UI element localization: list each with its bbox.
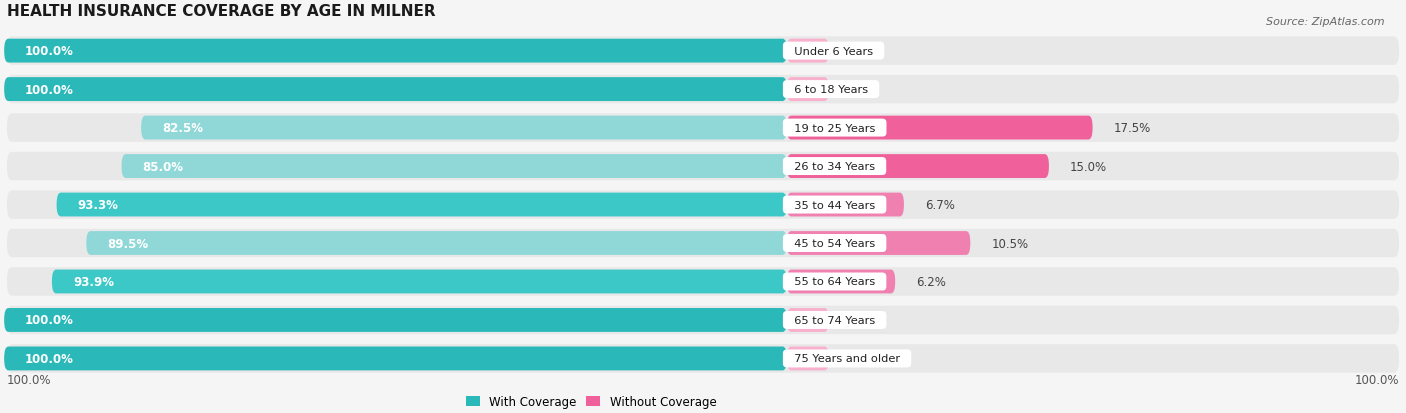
FancyBboxPatch shape	[787, 155, 1049, 178]
Legend: With Coverage, Without Coverage: With Coverage, Without Coverage	[461, 391, 721, 413]
Text: 89.5%: 89.5%	[107, 237, 149, 250]
FancyBboxPatch shape	[787, 116, 1092, 140]
FancyBboxPatch shape	[7, 76, 1399, 104]
Text: Source: ZipAtlas.com: Source: ZipAtlas.com	[1267, 17, 1385, 26]
Text: 19 to 25 Years: 19 to 25 Years	[787, 123, 883, 133]
Text: 93.9%: 93.9%	[73, 275, 114, 288]
FancyBboxPatch shape	[787, 232, 970, 255]
Text: 6.2%: 6.2%	[917, 275, 946, 288]
Text: 100.0%: 100.0%	[25, 83, 75, 96]
Text: 0.0%: 0.0%	[849, 314, 879, 327]
Text: 85.0%: 85.0%	[142, 160, 184, 173]
FancyBboxPatch shape	[86, 232, 787, 255]
Text: 55 to 64 Years: 55 to 64 Years	[787, 277, 883, 287]
Text: Under 6 Years: Under 6 Years	[787, 47, 880, 57]
Text: 100.0%: 100.0%	[25, 352, 75, 365]
FancyBboxPatch shape	[4, 40, 787, 63]
Text: 100.0%: 100.0%	[25, 45, 75, 58]
Text: 100.0%: 100.0%	[25, 314, 75, 327]
FancyBboxPatch shape	[787, 78, 828, 102]
FancyBboxPatch shape	[7, 37, 1399, 66]
FancyBboxPatch shape	[52, 270, 787, 294]
Text: 0.0%: 0.0%	[849, 352, 879, 365]
Text: 35 to 44 Years: 35 to 44 Years	[787, 200, 883, 210]
Text: 10.5%: 10.5%	[991, 237, 1028, 250]
FancyBboxPatch shape	[787, 347, 828, 370]
FancyBboxPatch shape	[4, 78, 787, 102]
Text: 100.0%: 100.0%	[1354, 373, 1399, 386]
FancyBboxPatch shape	[7, 114, 1399, 142]
FancyBboxPatch shape	[787, 193, 904, 217]
Text: 75 Years and older: 75 Years and older	[787, 354, 907, 363]
Text: 93.3%: 93.3%	[77, 199, 118, 211]
Text: 82.5%: 82.5%	[162, 122, 202, 135]
FancyBboxPatch shape	[787, 40, 828, 63]
FancyBboxPatch shape	[7, 268, 1399, 296]
FancyBboxPatch shape	[56, 193, 787, 217]
FancyBboxPatch shape	[141, 116, 787, 140]
Text: 65 to 74 Years: 65 to 74 Years	[787, 315, 883, 325]
Text: 0.0%: 0.0%	[849, 83, 879, 96]
Text: HEALTH INSURANCE COVERAGE BY AGE IN MILNER: HEALTH INSURANCE COVERAGE BY AGE IN MILN…	[7, 4, 436, 19]
FancyBboxPatch shape	[4, 308, 787, 332]
Text: 6 to 18 Years: 6 to 18 Years	[787, 85, 875, 95]
FancyBboxPatch shape	[7, 191, 1399, 219]
FancyBboxPatch shape	[4, 347, 787, 370]
FancyBboxPatch shape	[7, 229, 1399, 258]
Text: 0.0%: 0.0%	[849, 45, 879, 58]
FancyBboxPatch shape	[7, 152, 1399, 181]
FancyBboxPatch shape	[121, 155, 787, 178]
Text: 26 to 34 Years: 26 to 34 Years	[787, 161, 882, 172]
Text: 15.0%: 15.0%	[1070, 160, 1107, 173]
Text: 45 to 54 Years: 45 to 54 Years	[787, 238, 883, 248]
Text: 6.7%: 6.7%	[925, 199, 955, 211]
FancyBboxPatch shape	[787, 308, 828, 332]
Text: 17.5%: 17.5%	[1114, 122, 1152, 135]
FancyBboxPatch shape	[787, 270, 896, 294]
Text: 100.0%: 100.0%	[7, 373, 52, 386]
FancyBboxPatch shape	[7, 344, 1399, 373]
FancyBboxPatch shape	[7, 306, 1399, 335]
